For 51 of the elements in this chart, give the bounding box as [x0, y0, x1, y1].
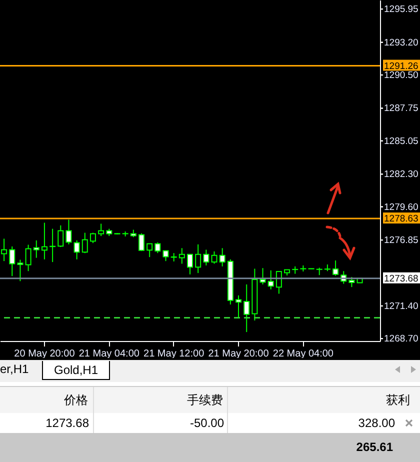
- text: Gold,H1: [42, 361, 110, 380]
- text: 获利: [385, 392, 410, 409]
- y-tick-label: 1295.95: [384, 4, 418, 16]
- candlestick: [138, 232, 144, 252]
- candlestick: [219, 248, 226, 267]
- text: 328.00: [357, 416, 395, 430]
- candlestick: [154, 242, 161, 254]
- text: 手续费: [186, 392, 223, 409]
- candlestick: [33, 240, 40, 258]
- candlestick: [211, 250, 218, 264]
- candlestick: [236, 294, 242, 318]
- candlestick: [25, 244, 32, 272]
- candlestick: [332, 260, 339, 276]
- y-tick-label: 1268.70: [384, 334, 418, 345]
- ref-line-label: 1291.26: [384, 60, 418, 72]
- candlestick: [50, 228, 56, 263]
- candlestick: [9, 246, 16, 277]
- y-tick-label: 1290.50: [384, 70, 418, 81]
- candlestick: [66, 219, 72, 245]
- y-tick-label: 1282.30: [384, 169, 418, 180]
- candlestick: [170, 252, 177, 262]
- candlestick: [268, 270, 274, 290]
- candlestick: [58, 224, 64, 248]
- y-tick-label: 1285.05: [384, 136, 418, 147]
- y-tick-label: 1293.20: [384, 37, 418, 48]
- candlestick: [348, 276, 355, 288]
- y-tick-label: 1279.60: [384, 202, 418, 213]
- candlestick: [187, 254, 193, 275]
- y-tick-label: 1287.75: [384, 103, 418, 114]
- candlestick: [260, 268, 266, 285]
- candlestick: [276, 270, 282, 294]
- text: er,H1: [0, 362, 38, 376]
- candlestick: [41, 222, 48, 260]
- text: 1273.68: [44, 416, 89, 430]
- candlestick: [74, 240, 80, 260]
- ref-line-label: 1273.68: [384, 273, 418, 284]
- candlestick: [82, 232, 88, 254]
- ref-line-label: 1278.63: [384, 214, 418, 225]
- candlestick: [17, 259, 24, 282]
- candlestick: [244, 284, 250, 333]
- candlestick: [98, 223, 104, 237]
- text: 265.61: [355, 440, 393, 454]
- y-tick-label: 1271.40: [384, 300, 418, 312]
- candlestick: [195, 244, 202, 274]
- candlestick: [162, 250, 169, 262]
- candlestick: [178, 248, 185, 264]
- text: -50.00: [188, 416, 224, 430]
- text: 价格: [63, 392, 88, 409]
- y-tick-label: 1276.85: [384, 235, 418, 246]
- candlestick: [203, 249, 210, 266]
- candlestick: [146, 243, 153, 258]
